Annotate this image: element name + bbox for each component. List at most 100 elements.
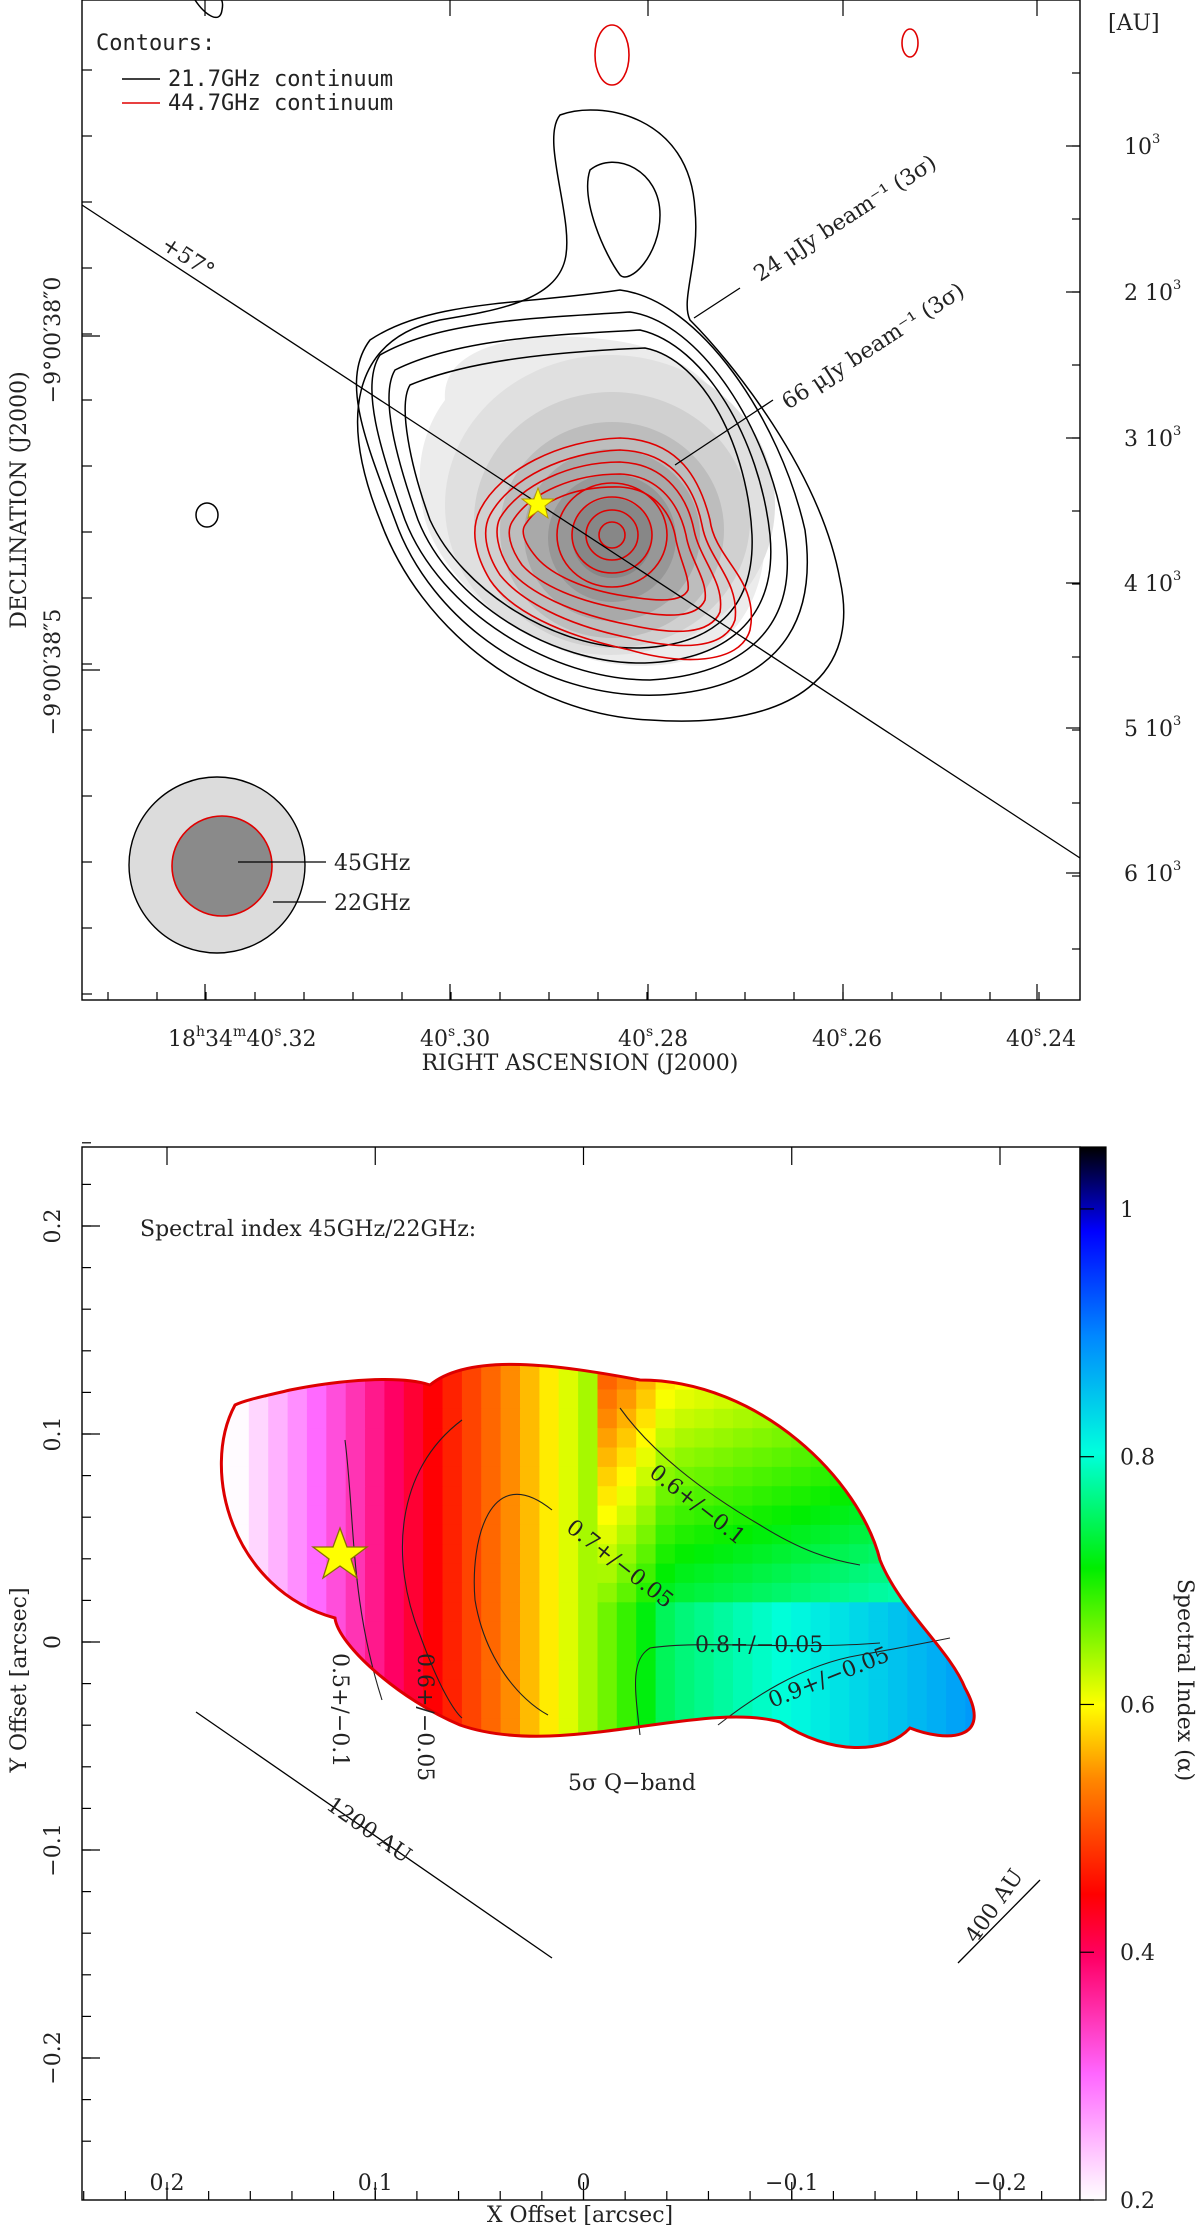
si-pixel bbox=[288, 1970, 308, 1990]
si-pixel bbox=[985, 1680, 1005, 1700]
si-pixel bbox=[771, 1389, 792, 1410]
si-pixel bbox=[249, 1892, 269, 1912]
si-pixel bbox=[598, 1970, 618, 1990]
si-pixel bbox=[965, 1660, 975, 1681]
si-pixel bbox=[752, 1776, 772, 1796]
si-pixel bbox=[384, 1505, 405, 1526]
si-pixel bbox=[927, 1912, 947, 1932]
si-pixel bbox=[965, 1524, 975, 1545]
si-pixel bbox=[578, 1796, 598, 1816]
si-pixel bbox=[733, 1912, 753, 1932]
si-pixel bbox=[791, 1582, 812, 1603]
si-pixel bbox=[306, 1699, 327, 1719]
si-contour-0.6-right bbox=[619, 1407, 861, 1566]
si-pixel bbox=[985, 1564, 1005, 1584]
si-pixel bbox=[462, 1951, 482, 1971]
si-pixel bbox=[365, 1912, 385, 1932]
si-pixel bbox=[442, 1563, 463, 1584]
si-pixel bbox=[772, 1776, 792, 1796]
si-pixel bbox=[907, 1641, 928, 1661]
si-pixel bbox=[384, 1447, 405, 1468]
si-pixel bbox=[636, 1854, 656, 1874]
si-pixel bbox=[539, 1815, 559, 1835]
si-pixel bbox=[307, 1854, 327, 1874]
si-pixel bbox=[829, 1699, 850, 1719]
si-pixel bbox=[248, 1621, 269, 1642]
si-pixel bbox=[636, 1505, 657, 1526]
si-pixel bbox=[481, 1621, 502, 1642]
si-pixel bbox=[868, 1505, 889, 1526]
si-pixel bbox=[403, 1563, 424, 1584]
si-pixel bbox=[443, 1912, 463, 1932]
si-pixel bbox=[539, 1931, 559, 1951]
si-pixel bbox=[656, 1815, 676, 1835]
si-pixel bbox=[849, 1815, 869, 1835]
si-pixel bbox=[268, 1776, 288, 1796]
si-pixel bbox=[558, 1524, 579, 1545]
si-pixel bbox=[306, 1428, 327, 1449]
si-pixel bbox=[597, 1641, 618, 1661]
si-pixel bbox=[714, 1912, 734, 1932]
si-pixel bbox=[752, 1912, 772, 1932]
si-pixel bbox=[423, 1931, 443, 1951]
beam45-label: 45GHz bbox=[334, 851, 410, 876]
si-pixel bbox=[694, 1389, 715, 1410]
si-pixel bbox=[926, 1602, 947, 1623]
si-pixel bbox=[578, 1815, 598, 1835]
si-pixel bbox=[752, 1505, 773, 1526]
top-ytick-1: −9°00′38″5 bbox=[41, 609, 66, 736]
si-pixel bbox=[810, 1621, 831, 1642]
si-pixel bbox=[597, 1524, 618, 1545]
si-pixel bbox=[520, 1364, 540, 1371]
si-pixel bbox=[772, 1796, 792, 1816]
si-pixel bbox=[926, 1447, 947, 1468]
si-pixel bbox=[752, 1892, 772, 1912]
si-pixel bbox=[230, 1912, 250, 1932]
si-pixel bbox=[694, 1912, 714, 1932]
si-pixel bbox=[617, 1815, 637, 1835]
si-pixel bbox=[655, 1660, 676, 1681]
si-pixel bbox=[268, 1718, 289, 1739]
si-pixel bbox=[636, 1364, 657, 1371]
si-pixel bbox=[946, 1699, 967, 1719]
si-pixel bbox=[694, 1524, 715, 1545]
si-pixel bbox=[868, 1679, 889, 1700]
si-pixel bbox=[403, 1505, 424, 1526]
si-pixel bbox=[752, 1660, 773, 1681]
si-pixel bbox=[423, 1970, 443, 1990]
si-pixel bbox=[268, 1621, 289, 1642]
si-pixel bbox=[268, 1931, 288, 1951]
si-pixel bbox=[616, 1544, 637, 1565]
si-pixel bbox=[616, 1389, 637, 1410]
si-pixel bbox=[268, 1408, 289, 1429]
si-pixel bbox=[578, 1892, 598, 1912]
si-pixel bbox=[869, 1951, 889, 1971]
si-pixel bbox=[423, 1389, 444, 1410]
si-pixel bbox=[326, 1408, 347, 1429]
si-pixel bbox=[230, 1796, 250, 1816]
si-pixel bbox=[965, 1641, 975, 1661]
si-pixel bbox=[481, 1931, 501, 1951]
si-pixel bbox=[268, 1447, 289, 1468]
colorbar bbox=[1079, 1146, 1107, 2201]
si-pixel bbox=[946, 1389, 967, 1410]
si-pixel bbox=[694, 1544, 715, 1565]
si-pixel bbox=[365, 1796, 385, 1816]
si-pixel bbox=[985, 1448, 1005, 1468]
si-pixel bbox=[907, 1854, 927, 1874]
si-pixel bbox=[694, 1834, 714, 1854]
contour-45-level-4 bbox=[508, 473, 707, 616]
si-pixel bbox=[578, 1951, 598, 1971]
si-pixel bbox=[926, 1679, 947, 1700]
si-pixel bbox=[306, 1486, 327, 1507]
legend-22ghz: 21.7GHz continuum bbox=[168, 67, 393, 92]
si-pixel bbox=[403, 1544, 424, 1565]
si-pixel bbox=[791, 1834, 811, 1854]
si-pixel bbox=[384, 1970, 404, 1990]
si-pixel bbox=[694, 1854, 714, 1874]
contour-45-level-9 bbox=[598, 521, 626, 549]
si-pixel bbox=[946, 1428, 967, 1449]
si-pixel bbox=[481, 1486, 502, 1507]
si-pixel bbox=[985, 1699, 1005, 1719]
si-pixel bbox=[481, 1582, 502, 1603]
